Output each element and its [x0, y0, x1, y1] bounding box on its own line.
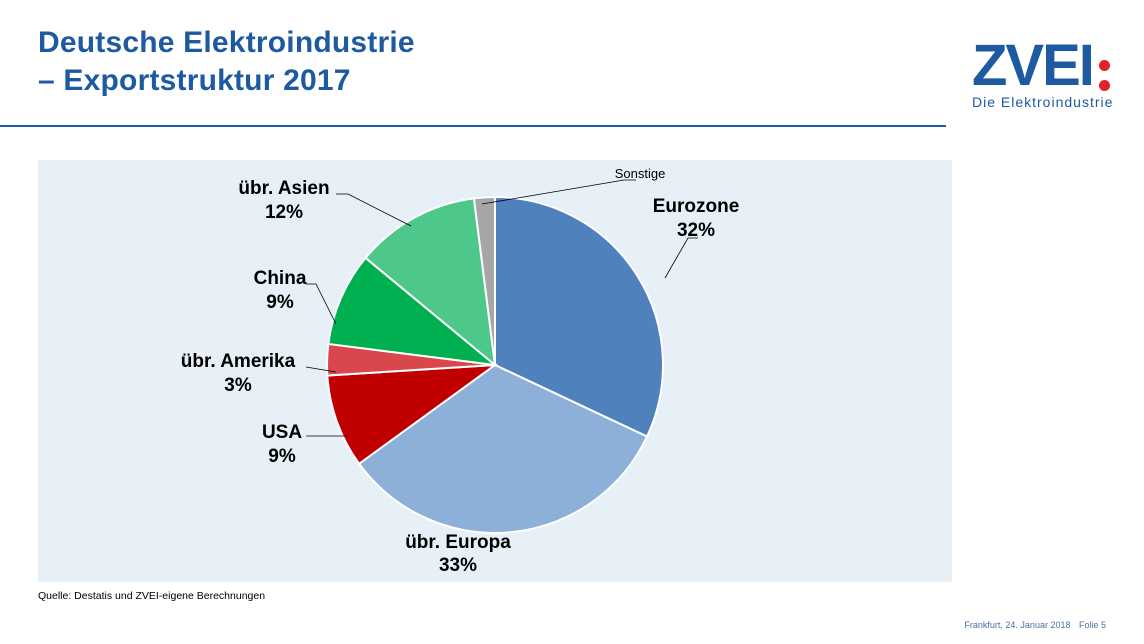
slice-label-china: China [254, 268, 307, 289]
chart-panel: Eurozone 32% übr. Europa 33% USA 9% übr. Ameri… [38, 160, 952, 582]
logo-dots [1099, 54, 1113, 94]
source-note: Quelle: Destatis und ZVEI-eigene Berechn… [38, 590, 266, 602]
pie-slice-sonstige [472, 195, 496, 366]
leader-line-sonstige [481, 179, 636, 205]
slice-label-usa: USA [262, 422, 302, 443]
leader-line-eurozone [664, 237, 698, 279]
pie-slice-übr-europa [357, 363, 649, 534]
slice-label-übr-europa: übr. Europa [405, 532, 511, 553]
footer-slide-number: Folie 5 [1078, 620, 1106, 630]
title-divider [0, 125, 946, 127]
leader-line-übr-asien [336, 193, 412, 227]
footer-location-date: Frankfurt, 24. Januar 2018 [964, 620, 1071, 630]
title-line-1: Deutsche Elektroindustrie [38, 26, 415, 59]
page-title: Deutsche Elektroindustrie – Exportstrukt… [38, 24, 415, 100]
pie-slice-china [327, 256, 499, 367]
slice-value-übr-asien: 12% [265, 202, 303, 223]
pie-slice-eurozone [494, 195, 664, 438]
slice-label-sonstige: Sonstige [615, 166, 666, 181]
logo-tagline: Die Elektroindustrie [972, 94, 1114, 110]
slice-label-eurozone: Eurozone [653, 196, 740, 217]
slice-label-übr-asien: übr. Asien [238, 178, 329, 199]
slice-value-übr-europa: 33% [439, 555, 477, 576]
pie-slice-übr-asien [364, 197, 497, 368]
footer: Frankfurt, 24. Januar 2018 Folie 5 [958, 620, 1106, 630]
slice-label-übr-amerika: übr. Amerika [181, 351, 296, 372]
slice-value-übr-amerika: 3% [224, 375, 252, 396]
title-line-2: – Exportstruktur 2017 [38, 64, 351, 97]
slice-value-china: 9% [266, 292, 294, 313]
logo-wordmark: ZVEI [972, 33, 1095, 98]
pie-slice-usa [326, 363, 499, 466]
zvei-logo: ZVEI Die Elektroindustrie [960, 34, 1130, 124]
slice-value-usa: 9% [268, 446, 296, 467]
leader-line-übr-amerika [305, 366, 337, 373]
leader-line-china [306, 283, 337, 325]
slice-value-eurozone: 32% [677, 220, 715, 241]
